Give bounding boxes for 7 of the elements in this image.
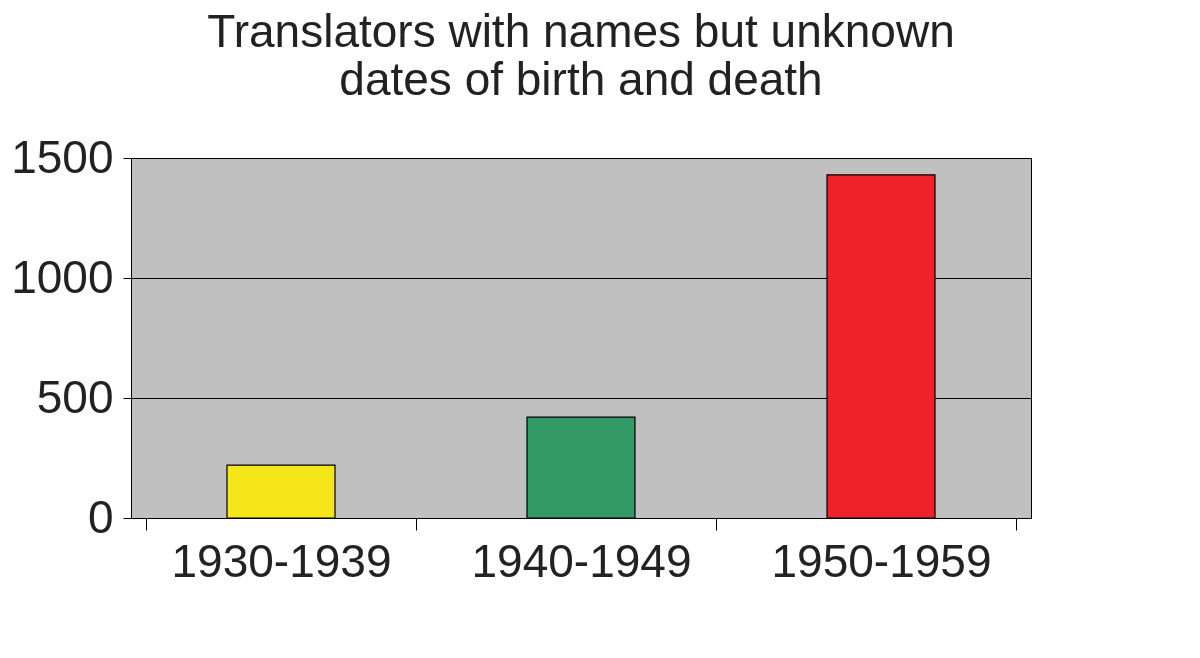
x-tick-label: 1930-1939: [171, 534, 392, 587]
y-tick-label: 0: [87, 490, 114, 543]
y-tick-label: 1000: [11, 250, 114, 303]
x-tick-label: 1940-1949: [471, 534, 692, 587]
y-tick-label: 500: [36, 370, 114, 423]
y-tick-label: 1500: [11, 130, 114, 183]
x-tick-label: 1950-1959: [771, 534, 992, 587]
